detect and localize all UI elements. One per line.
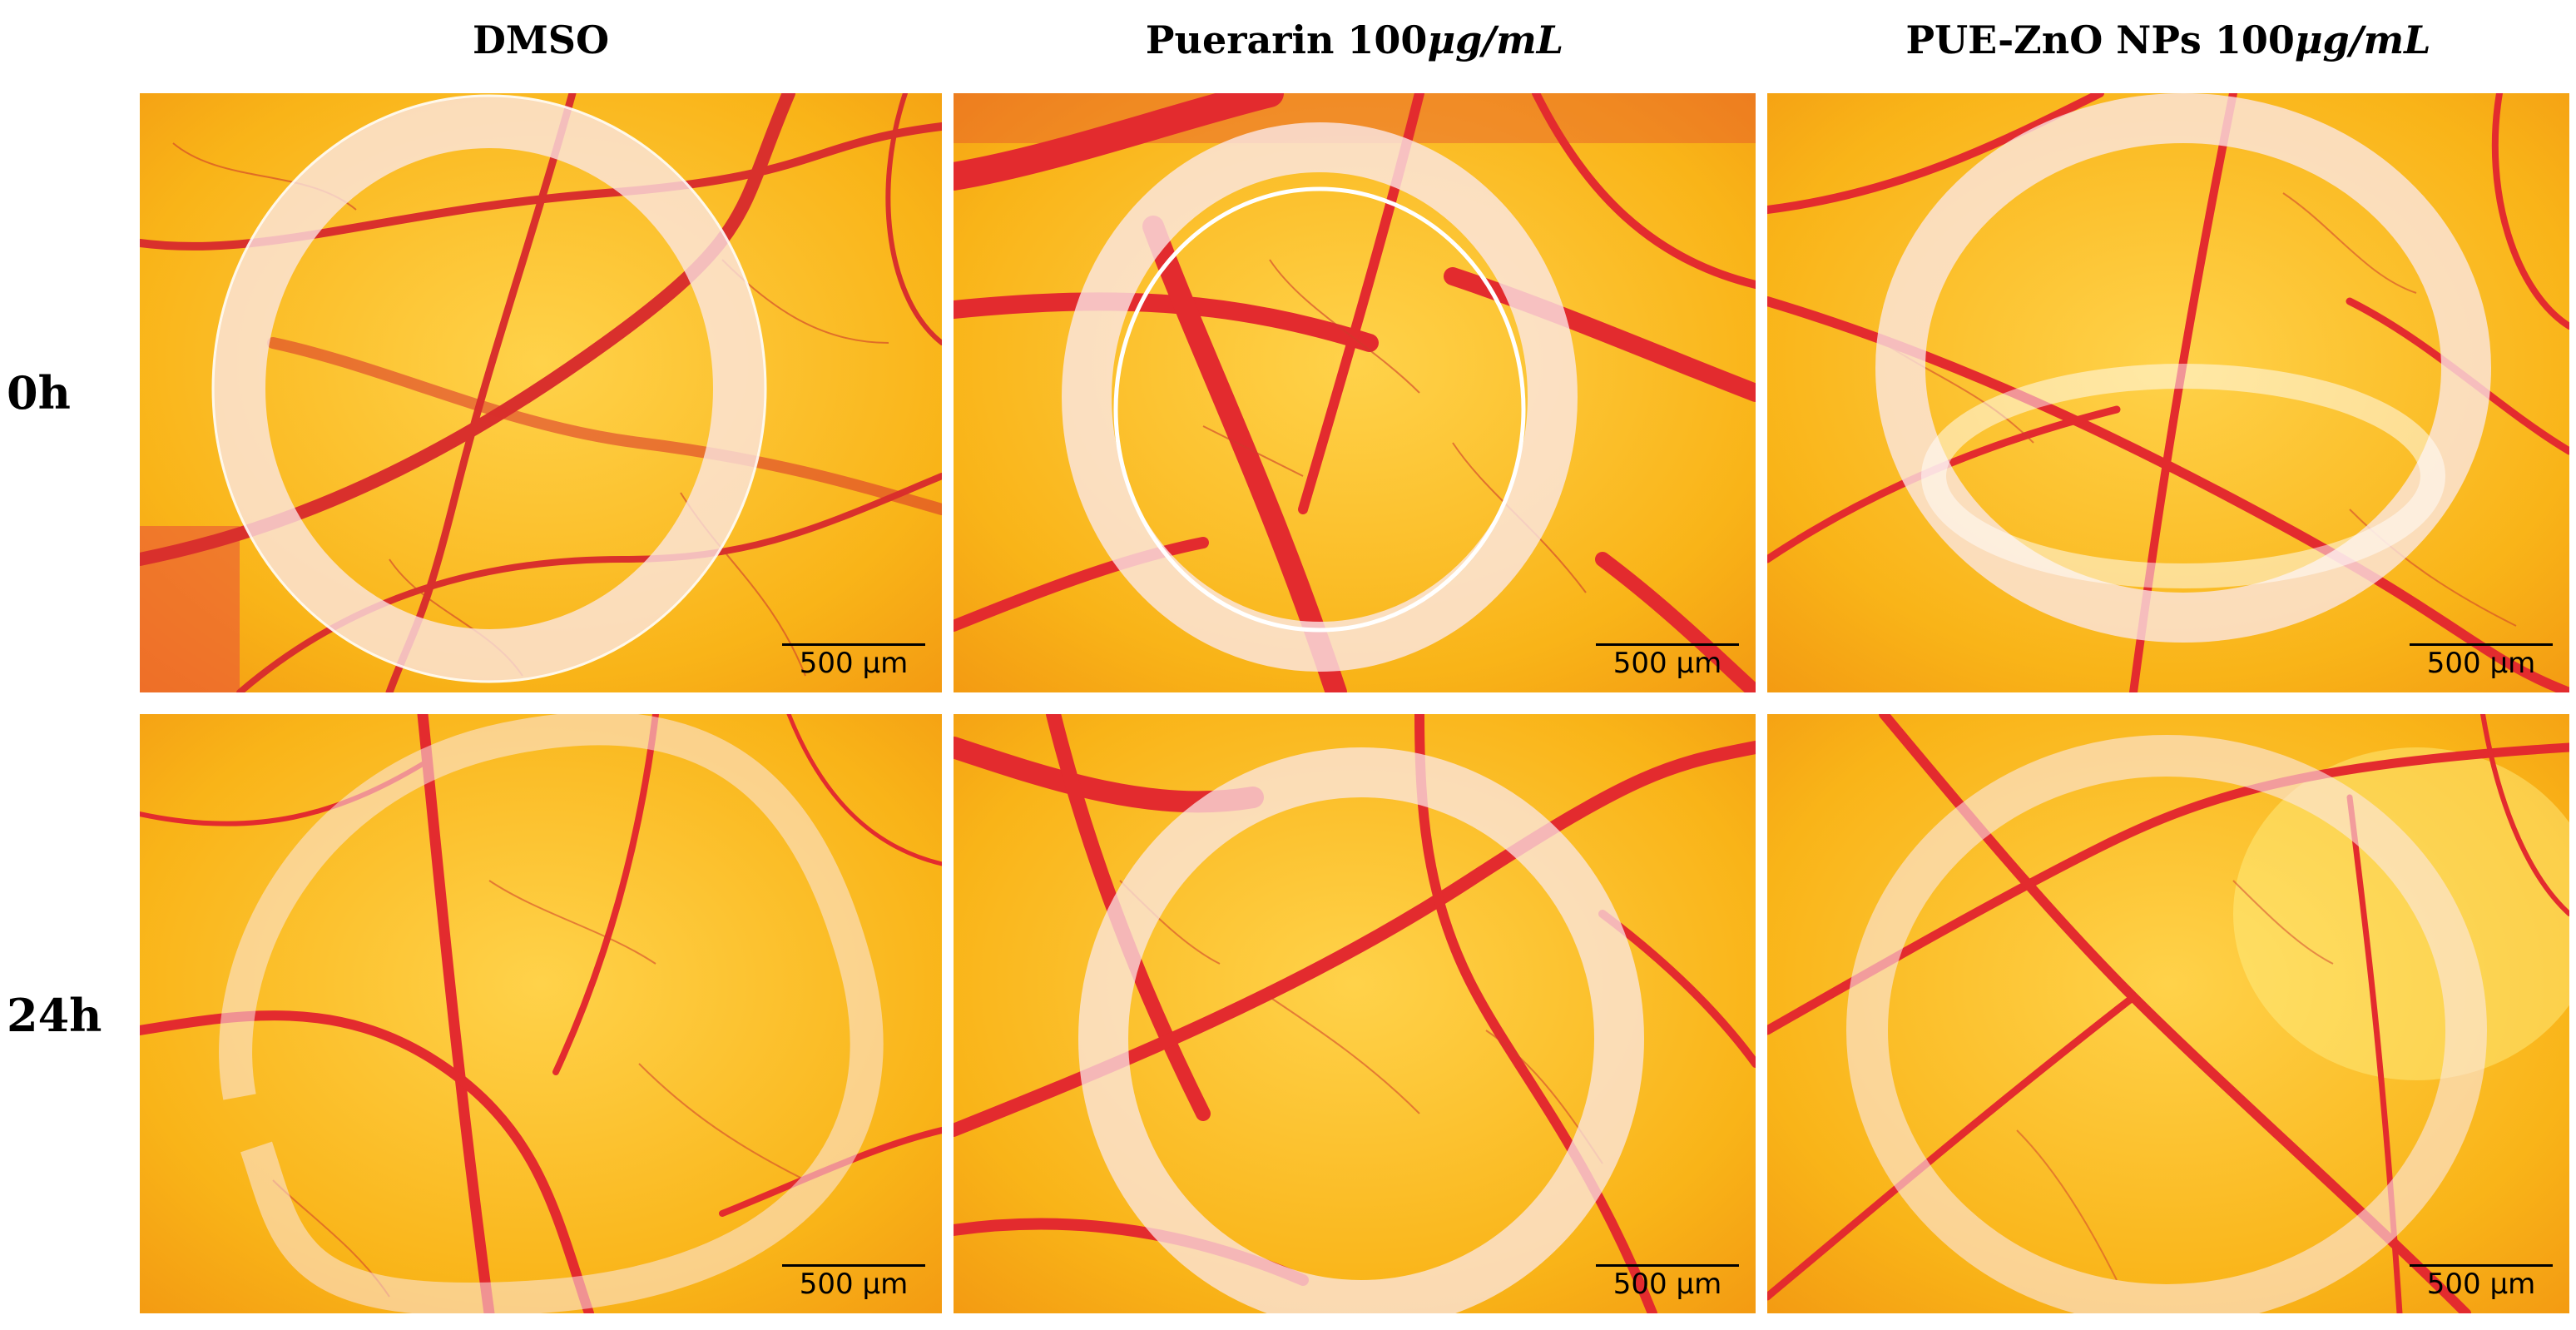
column-header-dmso: DMSO bbox=[140, 3, 942, 77]
micrograph-dmso-24h: 500 μm bbox=[140, 714, 942, 1313]
row-label-0h: 0h bbox=[7, 366, 71, 419]
micrograph-dmso-0h: 500 μm bbox=[140, 93, 942, 692]
scale-bar-label: 500 μm bbox=[799, 1268, 909, 1301]
scale-bar: 500 μm bbox=[1596, 1264, 1739, 1298]
scale-bar-label: 500 μm bbox=[799, 647, 909, 680]
scale-bar: 500 μm bbox=[782, 1264, 925, 1298]
micrograph-puerarin-0h: 500 μm bbox=[954, 93, 1756, 692]
scale-bar-label: 500 μm bbox=[1612, 1268, 1722, 1301]
scale-bar-label: 500 μm bbox=[1612, 647, 1722, 680]
scale-bar: 500 μm bbox=[2410, 643, 2553, 677]
column-header-text: DMSO bbox=[472, 17, 610, 62]
column-header-puerarin: Puerarin 100 μg/mL bbox=[954, 3, 1756, 77]
row-label-24h: 24h bbox=[7, 989, 102, 1042]
scale-bar: 500 μm bbox=[1596, 643, 1739, 677]
scale-bar-label: 500 μm bbox=[2426, 1268, 2536, 1301]
micrograph-puerarin-24h: 500 μm bbox=[954, 714, 1756, 1313]
scale-bar-label: 500 μm bbox=[2426, 647, 2536, 680]
micrograph-pue-zno-24h: 500 μm bbox=[1767, 714, 2569, 1313]
scale-bar: 500 μm bbox=[2410, 1264, 2553, 1298]
column-header-pue-zno: PUE-ZnO NPs 100 μg/mL bbox=[1767, 3, 2569, 77]
scale-bar: 500 μm bbox=[782, 643, 925, 677]
column-header-unit: μg/mL bbox=[2294, 17, 2431, 62]
column-header-unit: μg/mL bbox=[1427, 17, 1564, 62]
column-header-text: Puerarin 100 bbox=[1145, 17, 1428, 62]
column-header-text: PUE-ZnO NPs 100 bbox=[1905, 17, 2295, 62]
micrograph-pue-zno-0h: 500 μm bbox=[1767, 93, 2569, 692]
